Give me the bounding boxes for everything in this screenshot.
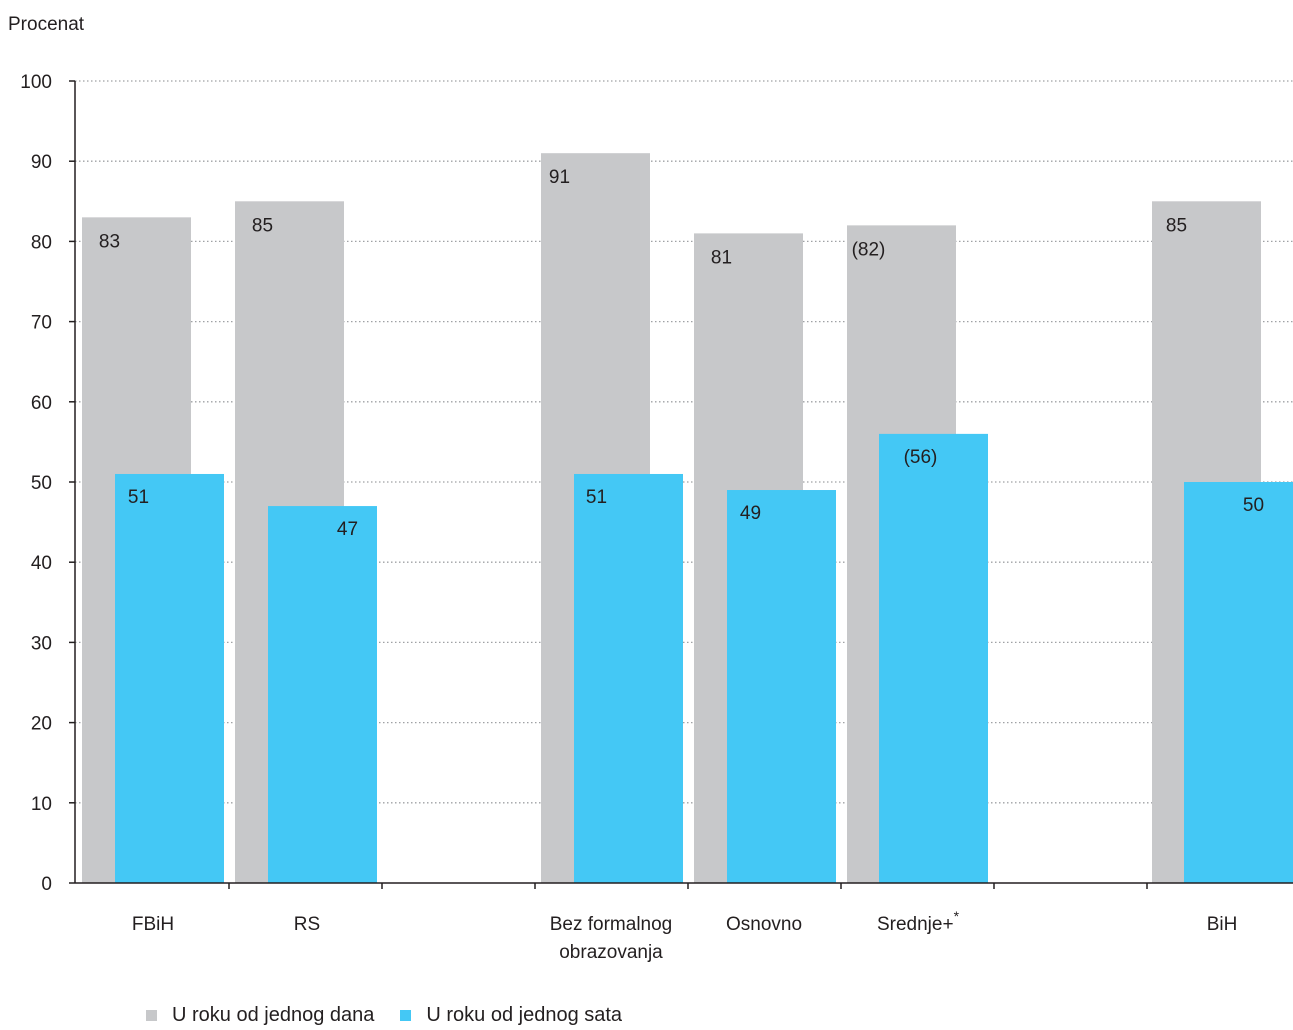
data-label-day: 91 bbox=[549, 167, 570, 188]
y-tick-label: 60 bbox=[31, 393, 52, 414]
y-tick-label: 0 bbox=[41, 874, 52, 895]
bar-hour bbox=[268, 506, 377, 883]
data-label-day: (82) bbox=[852, 239, 886, 260]
bar-chart: Procenat 83 85 91 81 (82) 85 51 47 51 49 (56) 50 0… bbox=[8, 14, 1293, 963]
y-tick-label: 70 bbox=[31, 313, 52, 334]
y-axis-title: Procenat bbox=[8, 14, 85, 35]
bar-hour bbox=[1184, 482, 1293, 883]
category-label: Srednje+* bbox=[877, 908, 960, 935]
y-tick-label: 90 bbox=[31, 152, 52, 173]
category-label: Bez formalnog obrazovanja bbox=[550, 914, 673, 963]
data-label-day: 81 bbox=[711, 247, 732, 268]
bar-hour bbox=[115, 473, 224, 883]
category-label: RS bbox=[294, 914, 320, 935]
bar-hour bbox=[879, 433, 988, 883]
data-label-hour: 51 bbox=[128, 487, 149, 508]
data-label-hour: 47 bbox=[337, 519, 358, 540]
y-tick-label: 50 bbox=[31, 473, 52, 494]
category-label: FBiH bbox=[132, 914, 174, 935]
category-label: Osnovno bbox=[726, 914, 802, 935]
x-category-labels: FBiH RS Bez formalnog obrazovanja Osnovno Sre… bbox=[132, 908, 1237, 963]
y-tick-label: 40 bbox=[31, 553, 52, 574]
legend-label-day: U roku od jednog dana bbox=[172, 1004, 375, 1026]
y-tick-labels: 0 10 20 30 40 50 60 70 80 90 100 bbox=[20, 72, 52, 895]
legend-swatch-day bbox=[146, 1010, 157, 1021]
legend-item-hour: U roku od jednog sata bbox=[400, 1004, 622, 1027]
legend-item-day: U roku od jednog dana bbox=[146, 1004, 374, 1027]
y-tick-label: 20 bbox=[31, 714, 52, 735]
bar-hour bbox=[574, 473, 683, 883]
y-tick-label: 100 bbox=[20, 72, 52, 93]
grid-lines bbox=[75, 80, 1293, 804]
bar-hour bbox=[727, 490, 836, 883]
data-label-day: 83 bbox=[99, 231, 120, 252]
data-label-hour: 49 bbox=[740, 503, 761, 524]
legend: U roku od jednog dana U roku od jednog s… bbox=[146, 1004, 648, 1027]
y-tick-label: 80 bbox=[31, 232, 52, 253]
data-label-hour: 51 bbox=[586, 487, 607, 508]
y-tick-label: 10 bbox=[31, 794, 52, 815]
category-label: BiH bbox=[1207, 914, 1238, 935]
y-tick-label: 30 bbox=[31, 633, 52, 654]
legend-label-hour: U roku od jednog sata bbox=[426, 1004, 623, 1026]
data-label-day: 85 bbox=[252, 215, 273, 236]
axes bbox=[69, 80, 1293, 889]
series-hour-bars: 51 47 51 49 (56) 50 bbox=[115, 433, 1293, 883]
data-label-day: 85 bbox=[1166, 215, 1187, 236]
data-label-hour: (56) bbox=[904, 447, 938, 468]
data-label-hour: 50 bbox=[1243, 495, 1264, 516]
legend-swatch-hour bbox=[400, 1010, 412, 1021]
